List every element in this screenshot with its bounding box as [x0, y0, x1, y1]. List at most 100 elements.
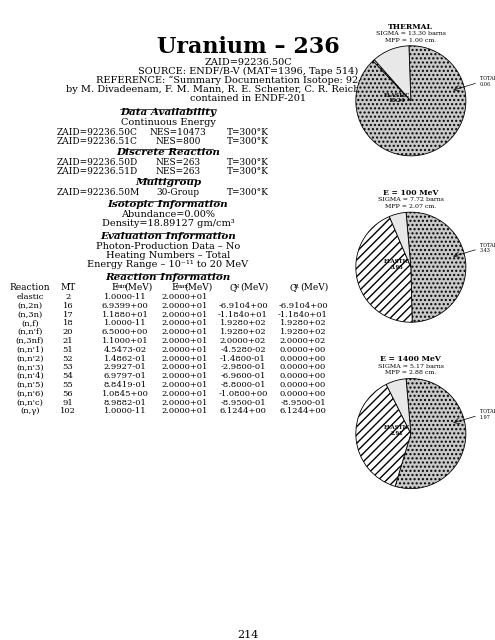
- Text: 2.0000+01: 2.0000+01: [162, 364, 208, 371]
- Text: 1.1000+01: 1.1000+01: [101, 337, 148, 345]
- Text: (n,n'c): (n,n'c): [16, 399, 44, 406]
- Text: SOURCE: ENDF/B-V (MAT=1396, Tape 514): SOURCE: ENDF/B-V (MAT=1396, Tape 514): [138, 67, 358, 76]
- Text: TOTAL FISSION
0.06: TOTAL FISSION 0.06: [480, 76, 495, 87]
- Text: 2.0000+01: 2.0000+01: [162, 346, 208, 354]
- Text: Reaction: Reaction: [10, 283, 50, 292]
- Wedge shape: [356, 45, 466, 156]
- Text: 6.1244+00: 6.1244+00: [280, 408, 326, 415]
- Text: 1.4862-01: 1.4862-01: [103, 355, 147, 363]
- Text: (n,n'1): (n,n'1): [16, 346, 44, 354]
- Text: 2.0000+01: 2.0000+01: [162, 355, 208, 363]
- Text: 2.0000+01: 2.0000+01: [162, 390, 208, 398]
- Text: ZAID=92236.51D: ZAID=92236.51D: [57, 167, 138, 176]
- Text: SIGMA = 7.72 barns: SIGMA = 7.72 barns: [378, 197, 444, 202]
- Text: (MeV): (MeV): [184, 283, 212, 292]
- Text: ELASTIC
2.91: ELASTIC 2.91: [384, 426, 410, 436]
- Text: 8.8419-01: 8.8419-01: [103, 381, 147, 389]
- Text: Energy Range – 10⁻¹¹ to 20 MeV: Energy Range – 10⁻¹¹ to 20 MeV: [88, 260, 248, 269]
- Text: (n,n'2): (n,n'2): [16, 355, 44, 363]
- Text: -2.9800-01: -2.9800-01: [220, 364, 266, 371]
- Text: 1.0000-11: 1.0000-11: [103, 319, 147, 328]
- Text: 2.0000+01: 2.0000+01: [162, 293, 208, 301]
- Text: Uranium – 236: Uranium – 236: [156, 36, 340, 58]
- Text: contained in ENDF-201: contained in ENDF-201: [190, 94, 306, 103]
- Wedge shape: [356, 216, 412, 322]
- Text: NES=263: NES=263: [155, 158, 200, 167]
- Wedge shape: [356, 385, 411, 486]
- Text: 1.9280+02: 1.9280+02: [220, 328, 266, 336]
- Text: T=300°K: T=300°K: [227, 128, 269, 137]
- Text: 55: 55: [63, 381, 73, 389]
- Text: 0.0000+00: 0.0000+00: [280, 372, 326, 380]
- Text: MFP = 2.88 cm.: MFP = 2.88 cm.: [385, 371, 437, 375]
- Text: 1.1880+01: 1.1880+01: [101, 310, 148, 319]
- Text: 17: 17: [63, 310, 73, 319]
- Wedge shape: [373, 60, 411, 100]
- Text: 0.0000+00: 0.0000+00: [280, 355, 326, 363]
- Text: -8.8000-01: -8.8000-01: [220, 381, 266, 389]
- Text: 2: 2: [65, 293, 71, 301]
- Text: -1.1840+01: -1.1840+01: [218, 310, 268, 319]
- Wedge shape: [390, 212, 411, 268]
- Text: 8.9882-01: 8.9882-01: [103, 399, 147, 406]
- Text: (n,3nf): (n,3nf): [16, 337, 44, 345]
- Text: T=300°K: T=300°K: [227, 188, 269, 197]
- Text: -6.9600-01: -6.9600-01: [220, 372, 266, 380]
- Text: -4.5280-02: -4.5280-02: [220, 346, 266, 354]
- Text: 30-Group: 30-Group: [156, 188, 199, 197]
- Text: (n,n'4): (n,n'4): [16, 372, 44, 380]
- Text: 2.0000+01: 2.0000+01: [162, 337, 208, 345]
- Text: 6.9797-01: 6.9797-01: [103, 372, 147, 380]
- Text: -6.9104+00: -6.9104+00: [278, 302, 328, 310]
- Text: 214: 214: [237, 630, 259, 640]
- Wedge shape: [374, 46, 411, 100]
- Text: ZAID=92236.51C: ZAID=92236.51C: [57, 137, 138, 146]
- Text: Continuous Energy: Continuous Energy: [121, 118, 215, 127]
- Text: Photon-Production Data – No: Photon-Production Data – No: [96, 242, 240, 251]
- Text: (n,n'6): (n,n'6): [16, 390, 44, 398]
- Text: 2.9927-01: 2.9927-01: [103, 364, 147, 371]
- Text: E = 1400 MeV: E = 1400 MeV: [381, 355, 441, 364]
- Text: ELASTIC
13.24: ELASTIC 13.24: [384, 93, 410, 104]
- Text: (MeV): (MeV): [124, 283, 152, 292]
- Text: ZAID=92236.50C: ZAID=92236.50C: [57, 128, 138, 137]
- Text: ZAID=92236.50D: ZAID=92236.50D: [57, 158, 138, 167]
- Text: (n,n'5): (n,n'5): [16, 381, 44, 389]
- Text: 2.0000+01: 2.0000+01: [162, 399, 208, 406]
- Text: ELASTIC
3.93: ELASTIC 3.93: [384, 259, 410, 270]
- Text: N: N: [234, 284, 240, 289]
- Text: (n,n'3): (n,n'3): [16, 364, 44, 371]
- Text: Isotopic Information: Isotopic Information: [108, 200, 228, 209]
- Text: 0.0000+00: 0.0000+00: [280, 390, 326, 398]
- Text: Discrete Reaction: Discrete Reaction: [116, 148, 220, 157]
- Text: (n,f): (n,f): [21, 319, 39, 328]
- Text: E: E: [111, 283, 118, 292]
- Text: E = 100 MeV: E = 100 MeV: [383, 189, 439, 197]
- Text: 54: 54: [62, 372, 73, 380]
- Text: 1.9280+02: 1.9280+02: [280, 319, 326, 328]
- Text: (MeV): (MeV): [300, 283, 328, 292]
- Text: NES=10473: NES=10473: [149, 128, 206, 137]
- Text: 51: 51: [63, 346, 73, 354]
- Text: 2.0000+01: 2.0000+01: [162, 319, 208, 328]
- Text: min: min: [116, 284, 128, 289]
- Text: -1.4800-01: -1.4800-01: [220, 355, 266, 363]
- Text: (n,3n): (n,3n): [17, 310, 43, 319]
- Text: Density=18.89127 gm/cm³: Density=18.89127 gm/cm³: [101, 219, 234, 228]
- Text: -1.1840+01: -1.1840+01: [278, 310, 328, 319]
- Text: -1.0800+00: -1.0800+00: [218, 390, 268, 398]
- Text: 52: 52: [63, 355, 73, 363]
- Wedge shape: [406, 212, 466, 322]
- Text: (MeV): (MeV): [240, 283, 268, 292]
- Text: MFP = 1.00 cm.: MFP = 1.00 cm.: [385, 38, 437, 42]
- Text: 0.0000+00: 0.0000+00: [280, 381, 326, 389]
- Text: TOTAL FISSION
3.43: TOTAL FISSION 3.43: [480, 243, 495, 253]
- Text: ZAID=92236.50M: ZAID=92236.50M: [57, 188, 140, 197]
- Text: SIGMA = 13.30 barns: SIGMA = 13.30 barns: [376, 31, 446, 36]
- Text: Heating Numbers – Total: Heating Numbers – Total: [106, 251, 230, 260]
- Text: 2.0000+02: 2.0000+02: [280, 337, 326, 345]
- Text: 2.0000+01: 2.0000+01: [162, 381, 208, 389]
- Text: Abundance=0.00%: Abundance=0.00%: [121, 210, 215, 219]
- Text: 56: 56: [63, 390, 73, 398]
- Text: 1.0000-11: 1.0000-11: [103, 293, 147, 301]
